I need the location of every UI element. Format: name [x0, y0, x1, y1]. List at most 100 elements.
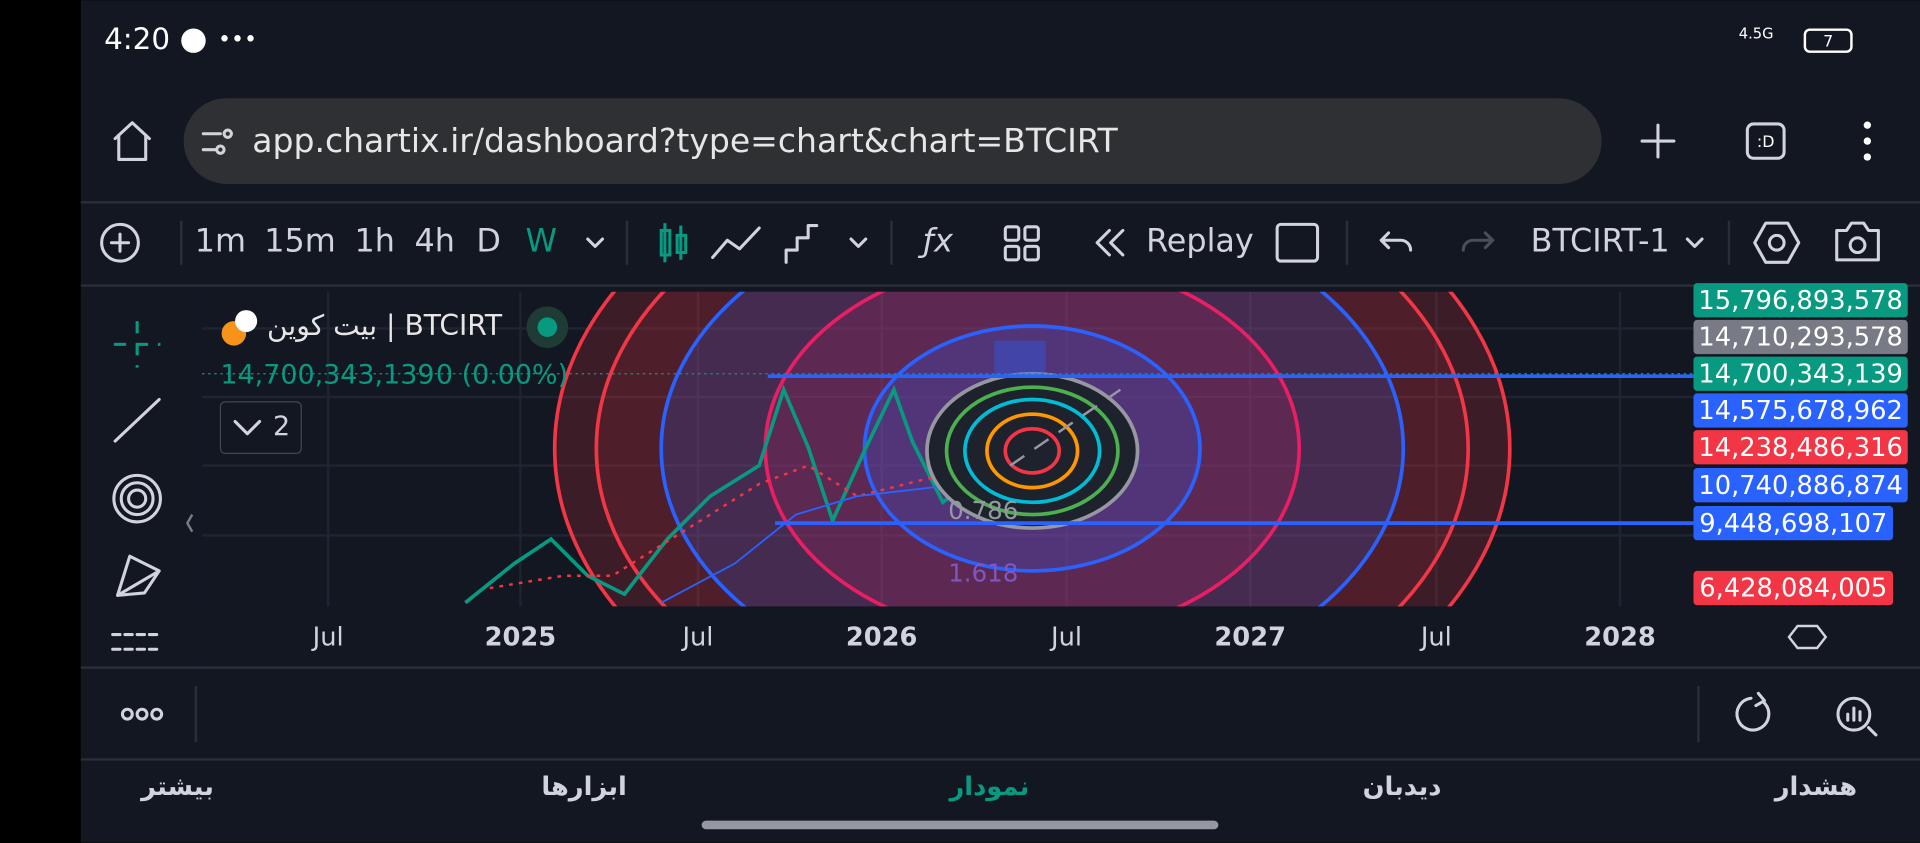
price-path-down: [489, 458, 999, 590]
time-label: Jul: [1419, 623, 1452, 653]
symbol[interactable]: BTCIRT-1: [1531, 222, 1670, 260]
url-bar[interactable]: [183, 98, 1602, 184]
interval[interactable]: W: [525, 222, 556, 260]
undo[interactable]: [1379, 231, 1413, 252]
candles-button[interactable]: [659, 223, 688, 263]
price-label: 14,575,678,962: [1698, 396, 1902, 426]
fib-label: 0.786: [948, 496, 1018, 525]
price-label: 9,448,698,107: [1699, 509, 1887, 539]
more-tools[interactable]: [120, 707, 164, 721]
trend-line: [1009, 388, 1122, 467]
redo: [1461, 231, 1495, 252]
price-label-box: [1693, 430, 1908, 465]
new-tab[interactable]: [1640, 123, 1676, 159]
price-label-box: [1693, 393, 1908, 428]
interval[interactable]: 1m: [195, 222, 246, 260]
home-indicator: [701, 820, 1219, 830]
ellipse-ring: [944, 385, 1120, 517]
zoom[interactable]: [1836, 696, 1878, 737]
refresh[interactable]: [1735, 691, 1771, 732]
toolbar: ƒx 1m 15m 1h 4h D W: [100, 220, 1880, 265]
add-symbol-icon: [109, 232, 131, 253]
network: 4.5G: [1739, 26, 1774, 43]
settings[interactable]: [1753, 221, 1801, 264]
ellipse-ring: [925, 371, 1140, 530]
nav-item[interactable]: بیشتر: [139, 772, 214, 802]
ellipse-ring: [985, 412, 1080, 490]
time-label: 2026: [846, 623, 918, 653]
steps-button[interactable]: [784, 224, 819, 264]
legend-title: بيت كوين | BTCIRT: [267, 309, 503, 342]
replay-icon[interactable]: [1095, 228, 1125, 257]
screenshot[interactable]: [1835, 221, 1880, 262]
indicators-button[interactable]: ƒx: [918, 222, 954, 260]
price-label-box: [1693, 570, 1894, 606]
indicator-count: 2: [273, 411, 290, 442]
home-button[interactable]: [113, 121, 151, 161]
time-label: Jul: [311, 623, 344, 653]
indicators-toggle[interactable]: [219, 401, 302, 454]
status-icon: [181, 28, 206, 53]
ellipse-tool[interactable]: [112, 473, 162, 524]
time-label: 2025: [485, 623, 557, 653]
tabs-icon: :D: [1757, 132, 1775, 151]
price-label-box: [1693, 283, 1908, 318]
fib-tool[interactable]: [111, 633, 161, 651]
exchange-icon: [235, 310, 258, 333]
interval[interactable]: 15m: [264, 222, 336, 260]
price-label-box: [1693, 356, 1908, 391]
line-button[interactable]: [711, 226, 761, 259]
price-label-box: [1693, 505, 1894, 541]
lens: [1848, 236, 1867, 255]
clock: 4:20: [104, 22, 170, 56]
tabs[interactable]: [1745, 122, 1786, 160]
interval-menu[interactable]: [586, 237, 604, 248]
price-label: 15,796,893,578: [1698, 286, 1902, 316]
site-info[interactable]: [201, 128, 233, 155]
change: 0 (0.00%): [436, 360, 568, 391]
time-label: Jul: [680, 623, 713, 653]
battery-outline: [1803, 28, 1853, 53]
fib-label: 1.618: [948, 559, 1018, 588]
toggle-chevron: [233, 419, 262, 436]
collapse[interactable]: [185, 513, 194, 533]
price-label: 14,700,343,139: [1698, 359, 1902, 389]
grid: [202, 291, 1694, 607]
nav-item[interactable]: نمودار: [947, 772, 1029, 802]
price-label-box: [1693, 319, 1908, 355]
price-path: [464, 373, 1006, 605]
nav-item[interactable]: دیدبان: [1363, 772, 1442, 802]
nav-item[interactable]: هشدار: [1773, 772, 1857, 802]
layout-menu[interactable]: [1685, 237, 1704, 248]
replay[interactable]: Replay: [1146, 222, 1254, 260]
nav-item[interactable]: ابزارها: [541, 772, 627, 802]
interval[interactable]: 4h: [414, 222, 454, 260]
ellipse-ring: [1003, 427, 1062, 475]
time-label: Jul: [1049, 623, 1082, 653]
chart-type-menu[interactable]: [849, 237, 868, 248]
alert-button[interactable]: [1275, 222, 1320, 263]
line-tool[interactable]: [113, 397, 161, 443]
axis-settings[interactable]: [1787, 624, 1828, 650]
interval[interactable]: D: [476, 222, 501, 260]
layout-button[interactable]: [1003, 225, 1040, 262]
interval[interactable]: 1h: [354, 222, 394, 260]
status-dot: [537, 317, 558, 338]
url[interactable]: app.chartix.ir/dashboard?type=chart&char…: [252, 121, 1118, 160]
time-label: 2028: [1584, 623, 1656, 653]
time-label: 2027: [1214, 623, 1286, 653]
add-symbol[interactable]: [100, 222, 140, 263]
battery: 7: [1823, 31, 1833, 50]
dynamic: Jul 2025 Jul 2026 Jul 2027 Jul 2028 15,796,893,5…: [311, 283, 1908, 653]
highlight: [994, 340, 1046, 375]
price-label-box: [1693, 468, 1908, 503]
bottom-panel: [80, 667, 1920, 760]
price-label: 14,710,293,578: [1698, 323, 1902, 353]
settings-dot: [1767, 233, 1786, 252]
price-label: 6,428,084,005: [1699, 574, 1887, 604]
pattern-tool[interactable]: [116, 554, 161, 597]
menu[interactable]: [1863, 121, 1872, 161]
crosshair-tool[interactable]: [113, 321, 161, 368]
